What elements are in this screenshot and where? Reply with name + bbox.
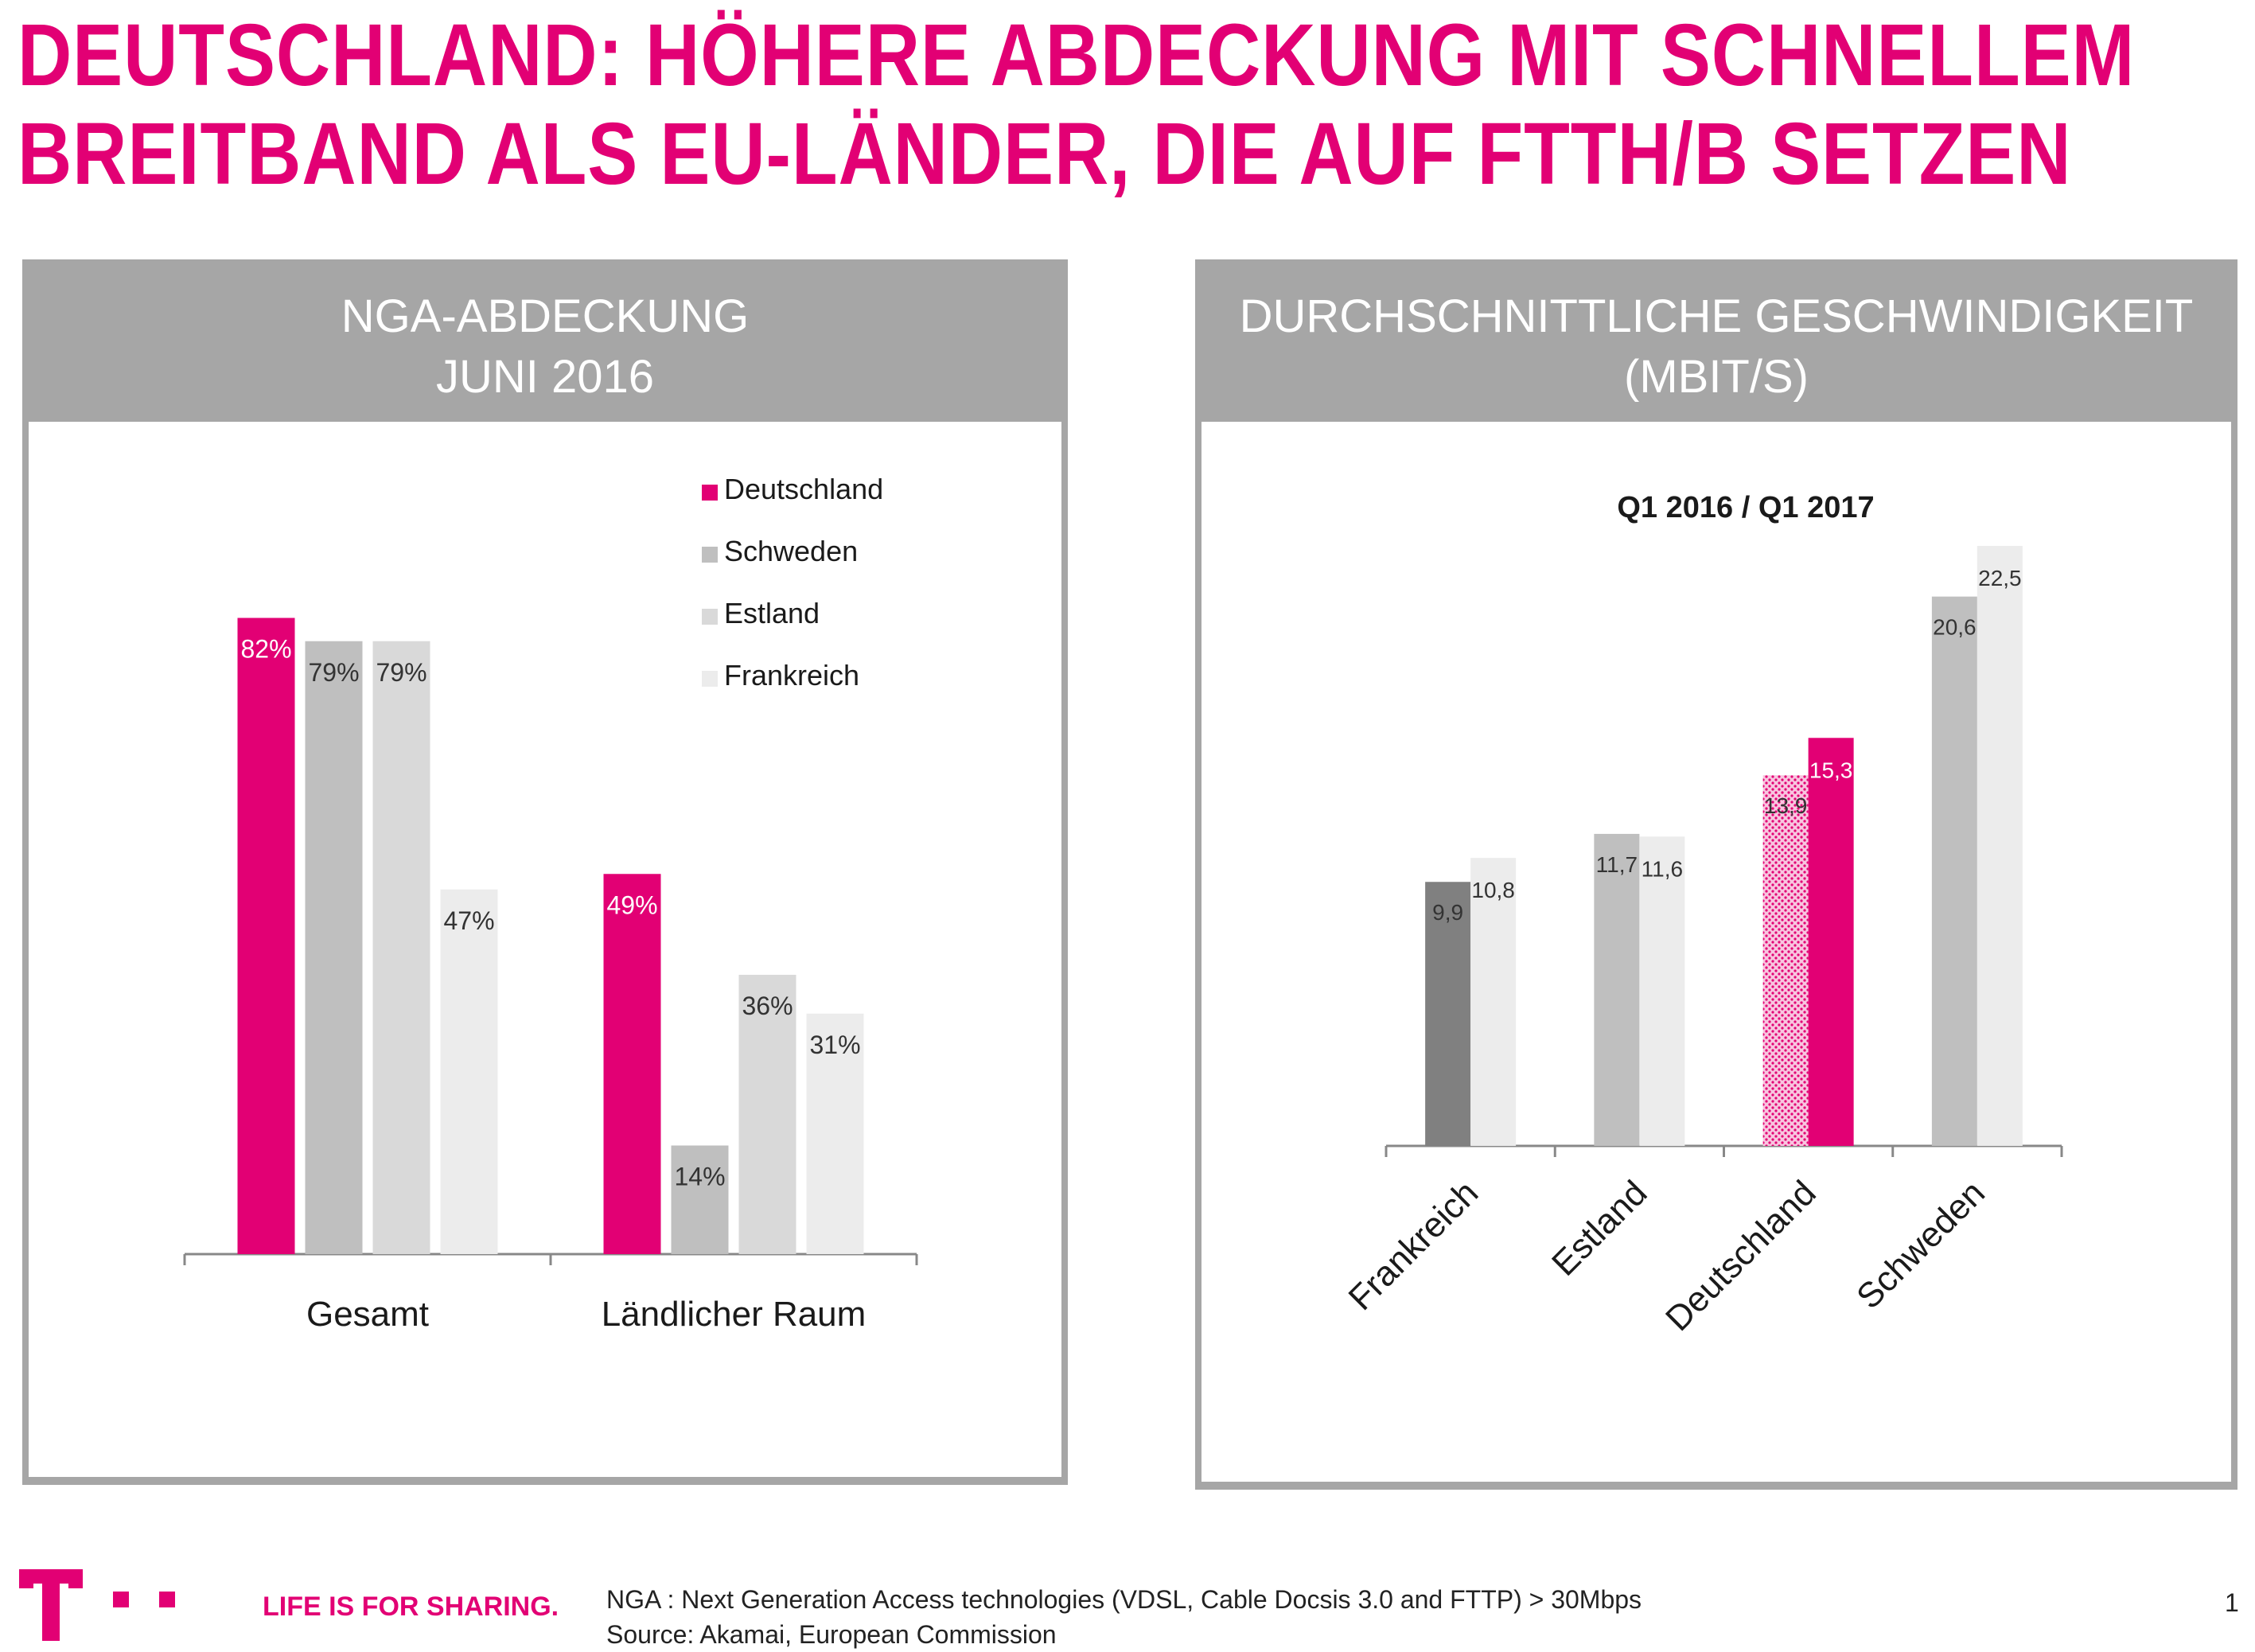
bar-frankreich-q1-2016 bbox=[1425, 882, 1471, 1146]
legend-swatch-estland bbox=[702, 609, 718, 625]
speed-header: DURCHSCHNITTLICHE GESCHWINDIGKEIT (MBIT/… bbox=[1195, 286, 2237, 407]
bar-ländlicher-raum-frankreich bbox=[806, 1013, 864, 1254]
data-label-gesamt-schweden: 79% bbox=[308, 658, 359, 687]
legend-swatch-frankreich bbox=[702, 671, 718, 687]
title-line-1: DEUTSCHLAND: HÖHERE ABDECKUNG MIT SCHNEL… bbox=[18, 6, 2136, 104]
title-line-2: BREITBAND ALS EU-LÄNDER, DIE AUF FTTH/B … bbox=[18, 105, 2072, 203]
speed-panel: DURCHSCHNITTLICHE GESCHWINDIGKEIT (MBIT/… bbox=[1195, 259, 2237, 1490]
page-number: 1 bbox=[2225, 1588, 2239, 1617]
footnote-source: Source: Akamai, European Commission bbox=[606, 1620, 1057, 1649]
legend-label-deutschland: Deutschland bbox=[724, 473, 883, 505]
data-label-ländlicher-raum-estland: 36% bbox=[742, 992, 793, 1020]
legend-label-frankreich: Frankreich bbox=[724, 659, 859, 692]
nga-coverage-panel: NGA-ABDECKUNG JUNI 2016 82% 79% 79% 47% Gesa… bbox=[22, 259, 1068, 1485]
footnote-nga: NGA : Next Generation Access technologie… bbox=[606, 1585, 1642, 1614]
data-label-deutschland-q1-2017: 15,3 bbox=[1809, 758, 1853, 782]
nga-coverage-header-line-2: JUNI 2016 bbox=[435, 351, 655, 403]
bar-estland-q1-2017 bbox=[1639, 836, 1685, 1146]
bar-schweden-q1-2016 bbox=[1931, 596, 1977, 1146]
data-label-frankreich-q1-2017: 10,8 bbox=[1471, 878, 1515, 902]
speed-chart: Q1 2016 / Q1 2017 9,9 10,8 Frankreich 11,7 11… bbox=[1342, 491, 2063, 1338]
speed-header-line-1: DURCHSCHNITTLICHE GESCHWINDIGKEIT bbox=[1239, 290, 2194, 342]
bar-estland-q1-2016 bbox=[1594, 833, 1640, 1146]
nga-coverage-chart: 82% 79% 79% 47% Gesamt 49% 14% 36% 31% Ländlicher… bbox=[183, 473, 918, 1334]
data-label-schweden-q1-2016: 20,6 bbox=[1933, 615, 1977, 640]
data-label-estland-q1-2016: 11,7 bbox=[1596, 852, 1638, 877]
data-label-gesamt-frankreich: 47% bbox=[443, 906, 494, 935]
bar-frankreich-q1-2017 bbox=[1470, 858, 1517, 1146]
data-label-ländlicher-raum-deutschland: 49% bbox=[606, 890, 657, 919]
data-label-frankreich-q1-2016: 9,9 bbox=[1432, 900, 1463, 925]
x-tick-label-estland: Estland bbox=[1544, 1173, 1654, 1283]
bar-gesamt-frankreich bbox=[440, 889, 498, 1254]
telekom-logo bbox=[19, 1569, 175, 1641]
data-label-schweden-q1-2017: 22,5 bbox=[1978, 566, 2022, 590]
bar-gesamt-estland bbox=[372, 641, 430, 1254]
bar-ländlicher-raum-deutschland bbox=[603, 874, 661, 1254]
footer-slogan: LIFE IS FOR SHARING. bbox=[263, 1592, 559, 1622]
x-tick-label-gesamt: Gesamt bbox=[306, 1295, 429, 1334]
bar-deutschland-q1-2016 bbox=[1762, 775, 1809, 1146]
data-label-gesamt-estland: 79% bbox=[376, 658, 426, 687]
bar-gesamt-schweden bbox=[305, 641, 363, 1254]
legend-label-schweden: Schweden bbox=[724, 535, 858, 567]
legend-label-estland: Estland bbox=[724, 597, 820, 629]
data-label-ländlicher-raum-frankreich: 31% bbox=[809, 1031, 860, 1059]
speed-header-line-2: (MBIT/S) bbox=[1624, 351, 1809, 403]
legend-swatch-deutschland bbox=[702, 485, 718, 501]
data-label-ländlicher-raum-schweden: 14% bbox=[674, 1163, 725, 1191]
x-tick-label-deutschland: Deutschland bbox=[1658, 1173, 1824, 1338]
data-label-estland-q1-2017: 11,6 bbox=[1642, 856, 1683, 881]
speed-chart-title: Q1 2016 / Q1 2017 bbox=[1617, 491, 1874, 524]
nga-coverage-header-line-1: NGA-ABDECKUNG bbox=[341, 290, 750, 342]
x-tick-label-schweden: Schweden bbox=[1849, 1173, 1992, 1316]
x-tick-label-frankreich: Frankreich bbox=[1342, 1173, 1486, 1318]
nga-coverage-header: NGA-ABDECKUNG JUNI 2016 bbox=[22, 286, 1068, 407]
bar-gesamt-deutschland bbox=[237, 618, 295, 1254]
bar-schweden-q1-2017 bbox=[1977, 546, 2023, 1146]
x-tick-label-ländlicher-raum: Ländlicher Raum bbox=[602, 1295, 867, 1334]
bar-deutschland-q1-2017 bbox=[1808, 738, 1854, 1146]
data-label-gesamt-deutschland: 82% bbox=[240, 635, 291, 664]
bar-ländlicher-raum-schweden bbox=[671, 1145, 729, 1254]
data-label-deutschland-q1-2016: 13,9 bbox=[1764, 793, 1808, 818]
bar-ländlicher-raum-estland bbox=[738, 975, 796, 1254]
page-title: DEUTSCHLAND: HÖHERE ABDECKUNG MIT SCHNEL… bbox=[18, 6, 2136, 204]
legend-swatch-schweden bbox=[702, 547, 718, 563]
